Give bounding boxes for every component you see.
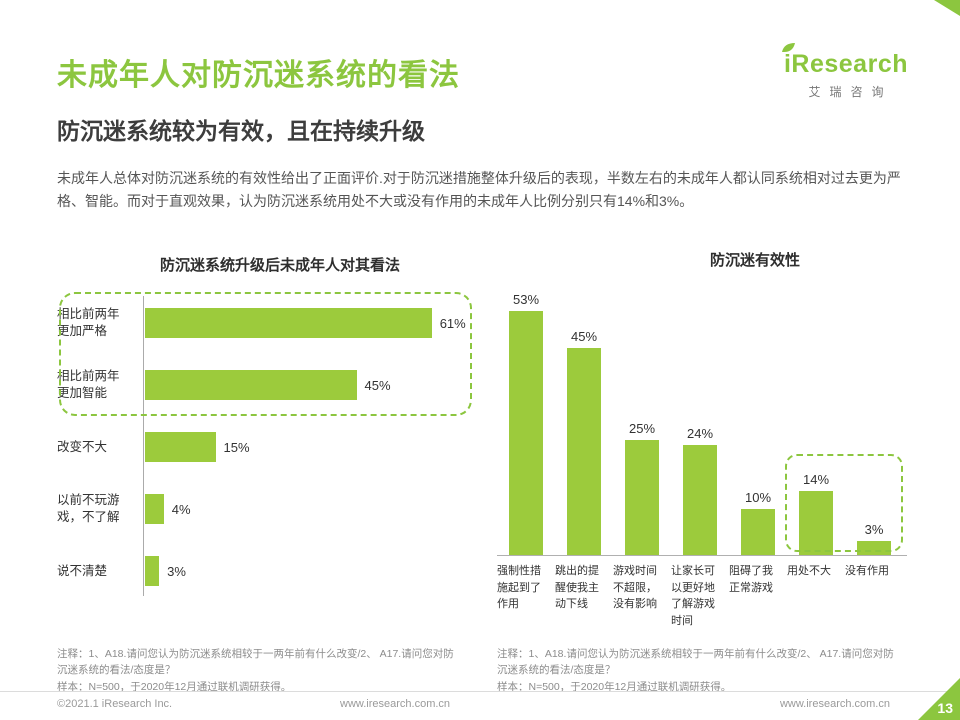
- vbar-category-label: 让家长可以更好地了解游戏时间: [671, 565, 715, 627]
- top-right-corner-accent: [934, 0, 960, 16]
- page-subtitle: 防沉迷系统较为有效，且在持续升级: [57, 118, 425, 144]
- vbar-bar: [567, 348, 601, 555]
- hbar-value-label: 61%: [439, 315, 466, 331]
- note-right-sample: 样本：N=500，于2020年12月通过联机调研获得。: [497, 680, 732, 693]
- logo-chinese-name: 艾瑞咨询: [808, 85, 893, 99]
- leaf-icon: [781, 43, 795, 52]
- iresearch-logo: iResearch 艾瑞咨询: [781, 43, 908, 100]
- hbar-value-label: 4%: [171, 501, 191, 517]
- vbar-column: 14%: [787, 472, 845, 555]
- hbar-bar: [145, 432, 216, 462]
- hbar-value-label: 45%: [364, 377, 391, 393]
- hbar-category-label: 相比前两年更加智能: [57, 369, 120, 400]
- vbar-category-label: 没有作用: [845, 565, 889, 577]
- vbar-bar: [683, 444, 717, 555]
- summary-paragraph: 未成年人总体对防沉迷系统的有效性给出了正面评价.对于防沉迷措施整体升级后的表现，…: [57, 170, 901, 209]
- logo-brand-text: iResearch: [781, 43, 908, 79]
- hbar-category-label: 以前不玩游戏，不了解: [57, 493, 120, 524]
- vbar-category-label: 用处不大: [787, 565, 831, 577]
- vbar-category-label: 阻碍了我正常游戏: [729, 565, 773, 594]
- vbar-column: 24%: [671, 426, 729, 555]
- hbar-bar: [145, 308, 432, 338]
- hbar-bar: [145, 370, 357, 400]
- copyright-text: ©2021.1 iResearch Inc.: [57, 698, 173, 710]
- vbar-category-label: 游戏时间不超限，没有影响: [613, 565, 657, 610]
- vbar-category-label: 强制性措施起到了作用: [497, 565, 541, 610]
- note-left-question: 注释：1、A18.请问您认为防沉迷系统相较于一两年前有什么改变/2、 A17.请…: [57, 648, 454, 677]
- left-chart-rows: 相比前两年更加严格 61% 相比前两年更加智能 45% 改变不大 15% 以前不玩游戏，不了…: [57, 292, 481, 602]
- horizontal-bar-chart: 相比前两年更加严格 61% 相比前两年更加智能 45% 改变不大 15% 以前不玩游戏，不了…: [57, 292, 481, 607]
- left-chart-axis-line: [143, 296, 144, 596]
- vbar-bar: [509, 311, 543, 555]
- hbar-row: 相比前两年更加智能 45%: [57, 354, 481, 416]
- vbar-category-label: 跳出的提醒使我主动下线: [555, 565, 599, 610]
- hbar-row: 相比前两年更加严格 61%: [57, 292, 481, 354]
- footer-url-center[interactable]: www.iresearch.com.cn: [340, 698, 451, 710]
- note-left-sample: 样本：N=500，于2020年12月通过联机调研获得。: [57, 680, 292, 693]
- vbar-value-label: 14%: [802, 471, 830, 487]
- hbar-row: 以前不玩游戏，不了解 4%: [57, 478, 481, 540]
- vbar-value-label: 10%: [744, 490, 772, 505]
- bottom-right-corner-accent: [918, 678, 960, 720]
- right-chart-title: 防沉迷有效性: [709, 252, 800, 269]
- vbar-value-label: 45%: [570, 329, 598, 344]
- vbar-value-label: 25%: [628, 421, 656, 436]
- note-right-question: 注释：1、A18.请问您认为防沉迷系统相较于一两年前有什么改变/2、 A17.请…: [497, 648, 894, 677]
- hbar-row: 说不清楚 3%: [57, 540, 481, 602]
- vbar-column: 45%: [555, 329, 613, 555]
- hbar-category-label: 说不清楚: [57, 563, 108, 578]
- vbar-value-label: 53%: [512, 292, 540, 308]
- right-chart-axis-line: [497, 555, 907, 556]
- vbar-bar: [799, 490, 833, 555]
- footer-divider: [0, 691, 960, 692]
- footer-url-right[interactable]: www.iresearch.com.cn: [779, 698, 890, 710]
- hbar-value-label: 15%: [223, 439, 250, 455]
- vbar-bar: [741, 509, 775, 555]
- page-number: 13: [937, 700, 953, 716]
- page-title: 未成年人对防沉迷系统的看法: [57, 59, 460, 92]
- hbar-value-label: 3%: [167, 563, 186, 579]
- vertical-bar-chart: 53% 45% 25% 24% 10% 14% 3% 强制性措施起到了作用 跳出的提醒使我主动…: [497, 282, 911, 627]
- right-chart-columns: 53% 45% 25% 24% 10% 14% 3%: [497, 282, 911, 555]
- hbar-bar: [145, 556, 160, 586]
- vbar-column: 10%: [729, 490, 787, 555]
- right-chart-highlight-box: [785, 454, 903, 552]
- vbar-value-label: 24%: [686, 425, 714, 441]
- hbar-bar: [145, 494, 164, 524]
- hbar-category-label: 相比前两年更加严格: [57, 307, 120, 338]
- right-chart-category-labels: 强制性措施起到了作用 跳出的提醒使我主动下线 游戏时间不超限，没有影响 让家长可以更好…: [497, 563, 911, 629]
- vbar-column: 25%: [613, 421, 671, 555]
- vbar-value-label: 3%: [864, 522, 884, 538]
- note-left: 注释：1、A18.请问您认为防沉迷系统相较于一两年前有什么改变/2、 A17.请…: [57, 646, 461, 695]
- hbar-row: 改变不大 15%: [57, 416, 481, 478]
- vbar-bar: [625, 440, 659, 555]
- note-right: 注释：1、A18.请问您认为防沉迷系统相较于一两年前有什么改变/2、 A17.请…: [497, 646, 901, 695]
- vbar-column: 53%: [497, 292, 555, 555]
- left-chart-highlight-box: [59, 292, 472, 416]
- left-chart-title: 防沉迷系统升级后未成年人对其看法: [159, 257, 400, 274]
- hbar-category-label: 改变不大: [57, 439, 108, 454]
- logo-brand-label: iResearch: [783, 50, 908, 78]
